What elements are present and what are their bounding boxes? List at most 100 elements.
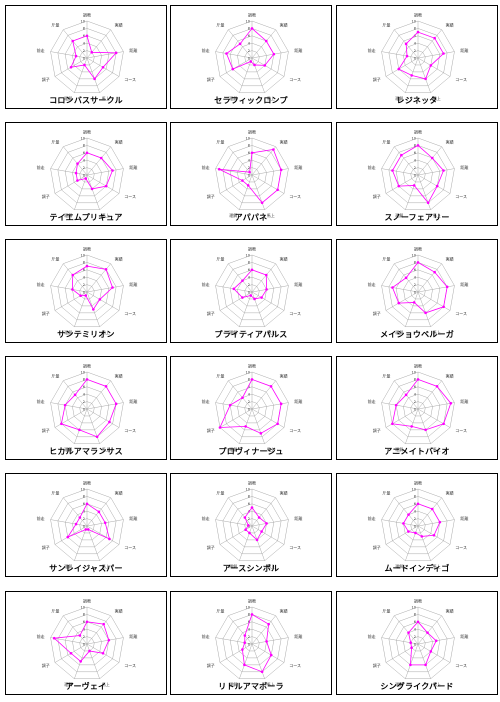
data-point xyxy=(97,510,101,514)
data-point xyxy=(78,516,82,519)
axis-spoke xyxy=(74,525,88,561)
axis-label: 馬上 xyxy=(433,563,441,569)
axis-label: コース xyxy=(455,663,467,668)
tick-label: 10 xyxy=(81,253,85,257)
axis-spoke xyxy=(215,637,253,645)
data-point xyxy=(249,60,253,63)
grid-ring xyxy=(388,379,448,438)
data-point xyxy=(429,64,433,67)
grid-ring xyxy=(381,488,455,562)
axis-spoke xyxy=(251,408,265,444)
axis-spoke xyxy=(385,525,419,545)
axis-spoke xyxy=(86,146,111,176)
tick-label: 6 xyxy=(83,268,85,272)
tick-label: 6 xyxy=(414,620,416,624)
axis-label: コース xyxy=(289,311,301,316)
data-point xyxy=(442,422,445,426)
data-point xyxy=(397,184,401,188)
axis-label: 調子 xyxy=(373,76,381,82)
axis-label: 調子 xyxy=(373,544,381,550)
tick-label: 0 xyxy=(414,173,416,177)
grid-ring xyxy=(79,167,95,183)
grid-ring xyxy=(72,276,102,307)
grid-ring xyxy=(244,50,260,66)
tick-label: 6 xyxy=(248,385,250,389)
grid-ring xyxy=(72,628,102,659)
axis-label: 調子 xyxy=(42,193,50,199)
data-point xyxy=(253,63,256,67)
series-line xyxy=(226,27,275,70)
grid-ring xyxy=(388,28,448,87)
series-line xyxy=(219,149,282,204)
tick-label: 4 xyxy=(414,276,417,280)
grid-ring xyxy=(229,269,275,314)
tick-label: 8 xyxy=(248,27,250,31)
axis-spoke xyxy=(63,263,88,293)
axis-spoke xyxy=(219,174,253,194)
axis-spoke xyxy=(417,402,455,410)
radar-panel: 0 2 4 6 8 10 調教 実績 距離 コース 馬上 理解 調子 前走 斤量 サンレイジャスパー xyxy=(5,473,167,577)
tick-label: 4 xyxy=(414,42,417,46)
grid-ring xyxy=(64,152,110,197)
axis-label: 馬上 xyxy=(102,563,110,569)
axis-spoke xyxy=(86,525,120,545)
grid-ring xyxy=(381,137,455,211)
axis-label: 馬上 xyxy=(433,95,441,101)
tick-label: 0 xyxy=(83,407,85,411)
axis-label: 距離 xyxy=(294,47,302,53)
data-point xyxy=(98,298,102,301)
chart-name: アニメイトバイオ xyxy=(384,447,450,456)
axis-spoke xyxy=(228,146,253,176)
data-point xyxy=(430,156,434,160)
axis-spoke xyxy=(86,637,124,645)
series-line xyxy=(72,265,113,311)
series-line xyxy=(392,261,448,314)
axis-label: 実績 xyxy=(280,256,288,262)
data-point xyxy=(84,294,88,297)
axis-label: 調子 xyxy=(207,193,215,199)
grid-ring xyxy=(50,254,124,328)
tick-label: 6 xyxy=(248,151,250,155)
data-point xyxy=(107,638,111,642)
data-point xyxy=(409,641,413,645)
tick-label: 8 xyxy=(414,378,416,382)
tick-label: 0 xyxy=(248,290,250,294)
data-point xyxy=(101,651,105,655)
axis-label: 調教 xyxy=(83,363,91,369)
data-point xyxy=(69,65,73,69)
chart-name: テイエムプリキュア xyxy=(49,213,123,222)
data-point xyxy=(420,535,424,538)
axis-spoke xyxy=(251,643,265,679)
grid-ring xyxy=(229,386,275,431)
tick-label: 10 xyxy=(81,370,85,374)
data-point xyxy=(391,286,394,289)
axis-label: コース xyxy=(124,311,136,316)
axis-spoke xyxy=(86,525,100,561)
data-point xyxy=(410,425,413,428)
grid-ring xyxy=(395,35,441,80)
data-point xyxy=(260,530,263,533)
grid-ring xyxy=(222,262,282,321)
grid-ring xyxy=(410,50,426,66)
axis-label: 理解 xyxy=(229,563,237,569)
series-line xyxy=(408,621,437,666)
grid-ring xyxy=(50,20,124,94)
data-point xyxy=(60,422,63,426)
axis-label: 馬上 xyxy=(267,446,275,452)
data-point xyxy=(228,403,232,407)
data-point xyxy=(71,273,75,277)
data-point xyxy=(104,268,108,271)
grid-ring xyxy=(57,614,117,673)
data-point xyxy=(276,422,279,426)
axis-label: 前走 xyxy=(37,398,45,404)
axis-spoke xyxy=(385,174,419,194)
tick-label: 10 xyxy=(412,370,416,374)
axis-label: コース xyxy=(455,311,467,316)
tick-label: 8 xyxy=(83,495,85,499)
grid-ring xyxy=(229,152,275,197)
data-point xyxy=(449,401,453,405)
axis-spoke xyxy=(86,291,120,311)
